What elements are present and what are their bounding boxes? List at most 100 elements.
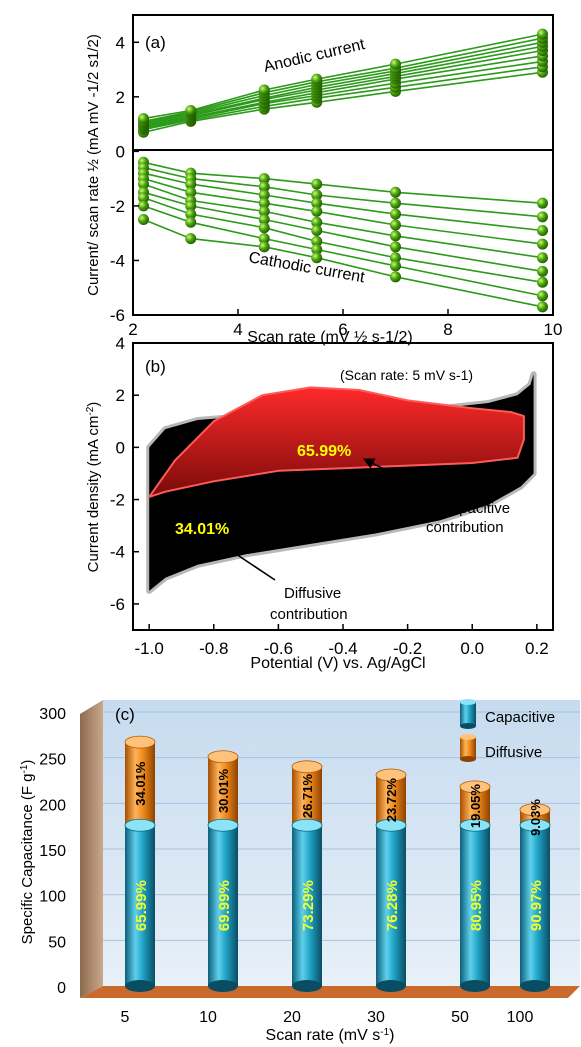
data-point-cathodic-13-0 [138,178,149,190]
data-point-cathodic-9-3 [311,178,323,190]
data-point-cathodic-12-5 [537,238,548,250]
data-point-cathodic-11-1 [185,178,197,190]
diffusive-percent-label: 26.71% [300,774,315,819]
panel-c-ylabel: Specific Capacitance (F g-1) [19,760,37,945]
legend-capacitive-swatch [460,699,476,729]
panel-b-ylabel: Current density (mA cm-2) [85,402,103,573]
diffusive-percent-label: 23.72% [384,778,399,823]
legend-diffusive-swatch [460,734,476,762]
series-line-cathodic-12 [143,177,543,245]
diffusive-percent-label: 9.03% [528,799,543,836]
series-line-cathodic-17 [143,218,543,308]
y-tick-label: -4 [110,543,125,562]
bar-capacitive-5 [125,825,155,986]
y-tick-label: -6 [110,595,125,614]
bar-base-30 [376,980,406,992]
data-point-cathodic-17-1 [185,233,197,245]
series-line-cathodic-10 [143,166,543,218]
x-tick-label: 0.0 [460,639,484,658]
bar-base-50 [460,980,490,992]
data-point-cathodic-17-2 [258,241,270,253]
series-line-cathodic-11 [143,172,543,232]
y-tick-label: -2 [110,491,125,510]
panel-a-xlabel: Scan rate (mV ½ s-1/2) [247,329,412,346]
data-point-cathodic-14-2 [258,214,270,226]
data-point-cathodic-16-0 [138,200,149,212]
diffusive-percent: 34.01% [175,521,229,538]
bar-diffusive-10 [208,756,238,832]
x-tick-label: 20 [283,1009,301,1026]
x-tick-label: 6 [338,320,347,339]
data-point-cathodic-13-5 [537,252,548,264]
capacitive-area [148,386,525,498]
x-tick-label: 10 [199,1009,217,1026]
series-line-anodic-0 [143,71,543,134]
series-line-anodic-7 [143,37,543,123]
panel-a-ylabel: Current/ scan rate ½ (mA mV -1/2 s1/2) [85,34,102,296]
data-point-anodic-8-3 [311,73,323,85]
data-point-cathodic-14-4 [390,241,401,253]
panel-b-label: (b) [145,357,166,376]
series-line-anodic-5 [143,45,543,125]
series-line-cathodic-9 [143,161,543,204]
y-tick-label: 300 [39,706,66,723]
y-tick-label: 4 [116,33,125,52]
x-tick-label: -0.2 [393,639,422,658]
bar-diffusive-top-5 [124,735,156,749]
diffusive-percent-label: 19.05% [468,784,483,829]
data-point-anodic-8-2 [258,84,270,96]
y-tick-label: 0 [116,438,125,457]
data-point-cathodic-14-1 [185,200,197,212]
y-tick-label: 2 [116,88,125,107]
y-tick-label: -6 [110,306,125,325]
panel-b-xlabel: Potential (V) vs. Ag/AgCl [250,655,425,672]
series-line-cathodic-15 [143,196,543,284]
scan-rate-note: (Scan rate: 5 mV s-1) [340,367,473,383]
capacitive-percent-label: 69.99% [216,880,233,931]
capacitive-annotation-line2: contribution [426,519,504,536]
data-point-cathodic-17-3 [311,252,323,264]
bar-capacitive-30 [376,825,406,986]
bar-capacitive-100 [520,825,550,986]
series-line-anodic-2 [143,60,543,129]
legend-capacitive-label: Capacitive [485,709,555,726]
x-tick-label: 8 [443,320,452,339]
y-tick-label: 0 [57,980,66,997]
data-point-cathodic-11-4 [390,208,401,220]
bar-diffusive-top-30 [375,768,407,782]
data-point-cathodic-17-5 [537,301,548,313]
panel-a: 2 4 6 8 10 -6 -4 -2 0 2 4 (a) Anodic current Catho… [85,14,562,346]
data-point-cathodic-15-3 [311,235,323,247]
bar-diffusive-top-10 [207,750,239,764]
diffusive-percent-label: 34.01% [133,761,148,806]
capacitive-percent-label: 80.95% [468,880,485,931]
data-point-cathodic-9-4 [390,186,401,198]
y-tick-label: 250 [39,752,66,769]
data-point-cathodic-16-3 [311,244,323,256]
x-tick-label: 5 [121,1009,130,1026]
panel-c-bars: 65.99% 34.01% 69.99% 30.01% 73.29% 26.71% 76.2… [124,735,551,992]
x-tick-label: -0.6 [264,639,293,658]
data-point-anodic-8-1 [185,104,197,116]
bar-diffusive-top-50 [459,780,491,794]
series-line-anodic-6 [143,41,543,124]
y-tick-label: 150 [39,843,66,860]
x-tick-label: 4 [233,320,242,339]
y-tick-label: -4 [110,251,125,270]
series-line-cathodic-13 [143,183,543,259]
data-point-cathodic-10-5 [537,211,548,223]
bar-capacitive-20 [292,825,322,986]
legend-diffusive-label: Diffusive [485,744,542,761]
series-line-anodic-1 [143,66,543,131]
data-point-cathodic-15-1 [185,208,197,220]
data-point-anodic-8-0 [138,113,149,125]
y-tick-label: 50 [48,934,66,951]
capacitive-percent-label: 76.28% [384,880,401,931]
y-tick-label: -2 [110,197,125,216]
bar-capacitive-10 [208,825,238,986]
panel-a-points [138,28,548,313]
data-point-cathodic-10-3 [311,189,323,201]
bar-capacitive-top-30 [375,818,407,832]
panel-b-ticks: -1.0 -0.8 -0.6 -0.4 -0.2 0.0 0.2 -6 -4 -2 0 2 4 [110,334,549,658]
